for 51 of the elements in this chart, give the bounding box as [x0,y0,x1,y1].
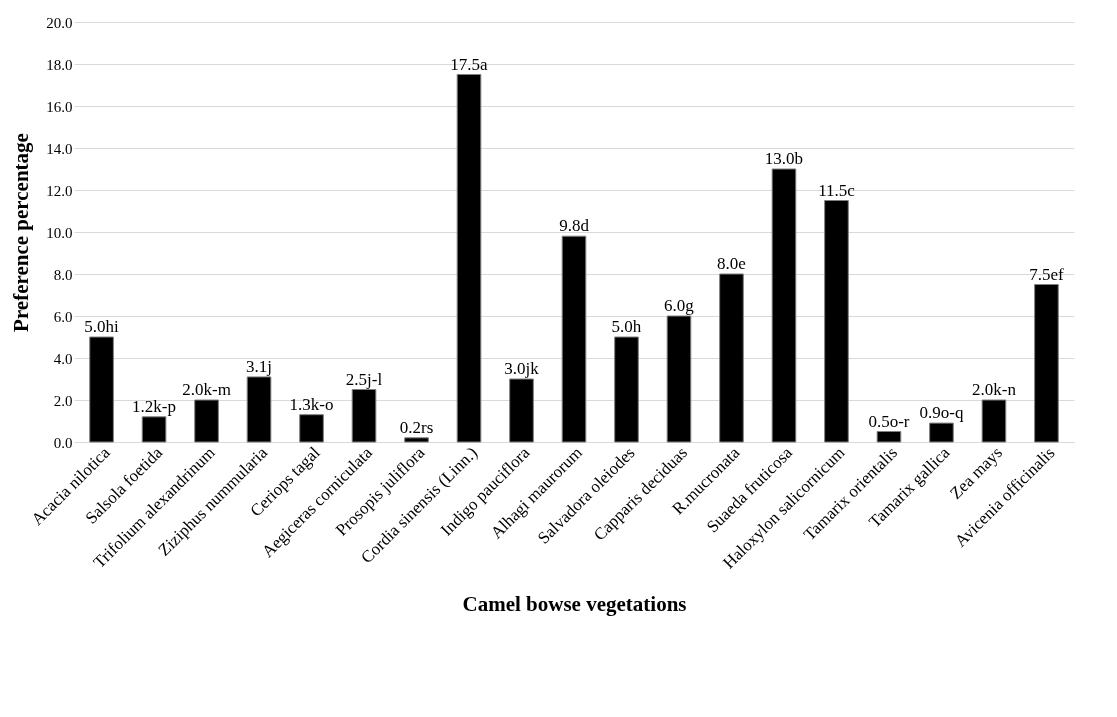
data-label: 3.1j [246,356,273,376]
y-tick-label: 4.0 [53,350,73,367]
data-label: 17.5a [450,54,489,74]
bar [1034,284,1059,443]
y-tick-label: 8.0 [53,266,73,283]
bar [666,315,692,443]
y-tick-label: 16.0 [46,98,73,115]
bar [456,74,482,443]
bar [141,416,167,443]
bar [614,336,639,443]
y-tick-label: 18.0 [46,56,73,73]
bar [824,200,849,443]
x-axis-title: Camel bowse vegetations [462,591,687,616]
y-tick-label: 2.0 [53,392,73,409]
bar [299,414,324,443]
y-tick-label: 6.0 [53,308,73,325]
bar [561,235,587,443]
bar [929,422,954,443]
data-label: 1.3k-o [289,394,334,414]
y-tick-label: 12.0 [46,182,73,199]
data-label: 9.8d [559,216,590,236]
y-axis-title: Preference percentage [9,133,34,332]
y-tick-label: 20.0 [46,14,73,31]
data-label: 8.0e [717,254,746,273]
data-label: 1.2k-p [132,396,177,416]
data-label: 5.0h [611,317,642,336]
bar [404,437,429,443]
bar [719,273,744,443]
data-label: 13.0b [764,149,804,168]
bar [246,376,272,443]
y-tick-label: 10.0 [46,224,73,241]
bar [194,399,219,443]
data-label: 3.0jk [504,359,540,378]
data-label: 2.0k-n [971,380,1017,399]
y-tick-label: 14.0 [46,140,73,157]
data-label: 2.0k-m [182,380,231,399]
data-label: 7.5ef [1029,264,1064,284]
bar [351,389,377,443]
data-label: 5.0hi [84,317,120,336]
data-label: 11.5c [818,180,856,200]
bar [509,378,534,443]
data-label: 2.5j-l [345,369,383,389]
data-label: 0.5o-r [868,411,910,431]
bar [876,431,902,443]
data-label: 0.2rs [399,417,434,437]
bar [89,336,114,443]
bar [981,399,1007,443]
data-label: 0.9o-q [919,403,964,423]
y-tick-label: 0.0 [53,434,73,451]
bar [771,168,797,443]
data-label: 6.0g [664,296,695,315]
